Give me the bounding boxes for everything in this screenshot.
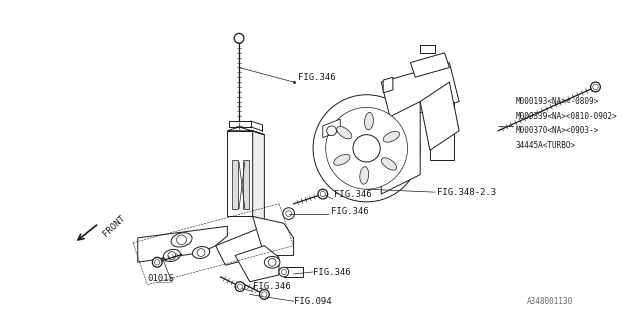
Polygon shape xyxy=(284,267,303,277)
Ellipse shape xyxy=(163,249,180,261)
Polygon shape xyxy=(216,226,274,265)
Polygon shape xyxy=(430,101,454,160)
Text: FIG.346: FIG.346 xyxy=(313,268,351,276)
Ellipse shape xyxy=(264,256,280,268)
Text: FIG.348-2.3: FIG.348-2.3 xyxy=(436,188,496,196)
Circle shape xyxy=(177,235,186,245)
Polygon shape xyxy=(383,77,393,93)
Text: A348001130: A348001130 xyxy=(527,297,573,306)
Text: FRONT: FRONT xyxy=(102,214,127,239)
Text: M000339<NA><0810-0902>: M000339<NA><0810-0902> xyxy=(516,112,618,121)
Circle shape xyxy=(593,84,598,90)
Text: M000193<NA><-0809>: M000193<NA><-0809> xyxy=(516,97,599,106)
Ellipse shape xyxy=(333,155,350,165)
Polygon shape xyxy=(410,53,449,77)
Circle shape xyxy=(237,284,243,289)
Ellipse shape xyxy=(365,112,373,130)
Text: FIG.346: FIG.346 xyxy=(253,282,291,291)
Text: FIG.094: FIG.094 xyxy=(294,297,331,306)
Circle shape xyxy=(282,269,286,275)
Circle shape xyxy=(591,82,600,92)
Ellipse shape xyxy=(381,158,397,170)
Polygon shape xyxy=(227,127,264,135)
Circle shape xyxy=(235,282,245,292)
Polygon shape xyxy=(229,121,251,127)
Polygon shape xyxy=(243,160,249,209)
Polygon shape xyxy=(381,63,459,121)
Ellipse shape xyxy=(383,131,399,142)
Circle shape xyxy=(268,258,276,266)
Polygon shape xyxy=(253,217,294,255)
Circle shape xyxy=(234,33,244,43)
Polygon shape xyxy=(227,131,253,217)
Circle shape xyxy=(152,257,162,267)
Polygon shape xyxy=(420,45,435,53)
Circle shape xyxy=(313,95,420,202)
Circle shape xyxy=(283,208,294,220)
Circle shape xyxy=(168,252,176,259)
Circle shape xyxy=(259,290,269,299)
Polygon shape xyxy=(420,82,459,150)
Ellipse shape xyxy=(360,167,369,184)
Circle shape xyxy=(326,126,337,136)
Text: FIG.346: FIG.346 xyxy=(331,207,368,216)
Text: FIG.346: FIG.346 xyxy=(298,73,336,82)
Circle shape xyxy=(318,189,328,199)
Circle shape xyxy=(197,249,205,256)
Ellipse shape xyxy=(171,233,192,247)
Text: 34445A<TURBO>: 34445A<TURBO> xyxy=(516,141,576,150)
Circle shape xyxy=(320,191,326,197)
Text: 0101S: 0101S xyxy=(147,274,174,283)
Text: M000370<NA><0903->: M000370<NA><0903-> xyxy=(516,126,599,135)
Text: FIG.346: FIG.346 xyxy=(335,189,372,199)
Circle shape xyxy=(279,267,289,277)
Polygon shape xyxy=(381,101,420,194)
Ellipse shape xyxy=(193,247,210,259)
Polygon shape xyxy=(323,119,340,138)
Polygon shape xyxy=(235,246,279,282)
Polygon shape xyxy=(232,160,238,209)
Polygon shape xyxy=(138,226,227,262)
Circle shape xyxy=(154,260,160,265)
Circle shape xyxy=(262,292,267,297)
Circle shape xyxy=(326,108,408,189)
Circle shape xyxy=(353,135,380,162)
Ellipse shape xyxy=(337,126,352,139)
Polygon shape xyxy=(253,131,264,220)
Circle shape xyxy=(286,211,292,217)
